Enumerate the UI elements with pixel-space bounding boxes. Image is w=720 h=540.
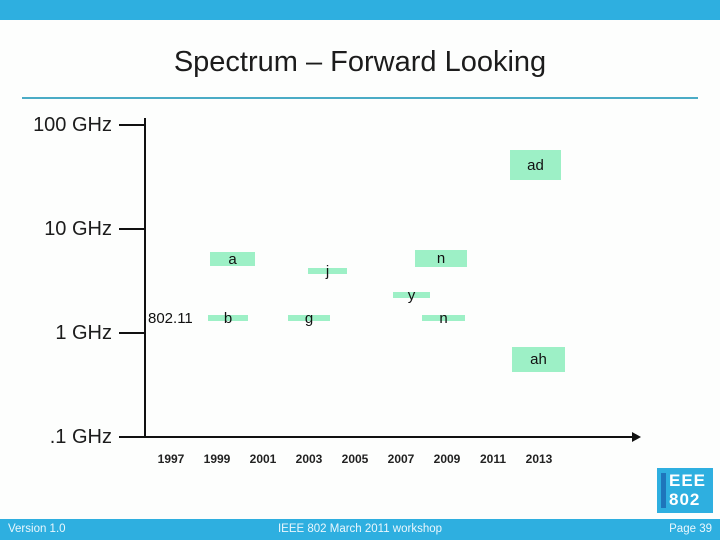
logo-i-stripe [661,473,666,508]
x-tick-label: 2005 [341,452,369,466]
logo-line1: EEE [669,471,707,490]
ieee-802-logo: EEE 802 [657,468,713,513]
x-axis-line [145,436,633,438]
x-tick-label: 2003 [295,452,323,466]
chart-band-802-11j: j [308,264,347,279]
x-tick-label: 2007 [387,452,415,466]
top-accent-bar [0,0,720,20]
x-axis-arrowhead-icon [632,432,641,442]
y-tick-mark [119,124,144,126]
x-tick-label: 1999 [203,452,231,466]
chart-annotation-802-11: 802.11 [148,310,193,327]
logo-line2: 802 [669,490,701,509]
x-tick-label: 2013 [525,452,553,466]
chart-band-label: ad [527,156,544,174]
chart-band-802-11b: b [208,311,248,326]
chart-band-label: a [228,250,237,268]
chart-band-802-11ah: ah [512,347,565,372]
chart-band-label: y [407,286,416,304]
y-tick-mark [119,228,144,230]
y-axis-line [144,118,146,438]
y-tick-mark [119,436,144,438]
y-tick-mark [119,332,144,334]
x-tick-label: 2001 [249,452,277,466]
chart-band-802-11ad: ad [510,150,561,180]
x-tick-label: 1997 [157,452,185,466]
chart-band-label: n [439,309,448,327]
chart-band-label: g [304,309,314,327]
chart-band-802-11n: n [415,250,467,267]
chart-band-802-11a: a [210,250,255,268]
chart-band-label: b [223,309,233,327]
x-tick-label: 2009 [433,452,461,466]
chart-band-label: j [325,262,330,280]
chart-band-802-11n: n [422,311,465,326]
chart-band-label: ah [530,351,547,368]
y-tick-label: 10 GHz [44,218,112,240]
footer-version: Version 1.0 [8,523,66,535]
chart-band-802-11y: y [393,288,430,303]
chart-band-802-11g: g [288,311,330,326]
footer-page-number: Page 39 [669,523,712,535]
footer-title: IEEE 802 March 2011 workshop [277,523,443,535]
logo-text: EEE 802 [669,471,706,509]
y-tick-label: 100 GHz [33,114,112,136]
footer-bar: Version 1.0 IEEE 802 March 2011 workshop… [0,519,720,540]
title-underline [22,97,698,99]
slide-title: Spectrum – Forward Looking [173,46,547,78]
x-tick-label: 2011 [479,452,507,466]
y-tick-label: 1 GHz [55,322,112,344]
y-tick-label: .1 GHz [49,426,112,448]
chart-band-label: n [436,250,446,267]
